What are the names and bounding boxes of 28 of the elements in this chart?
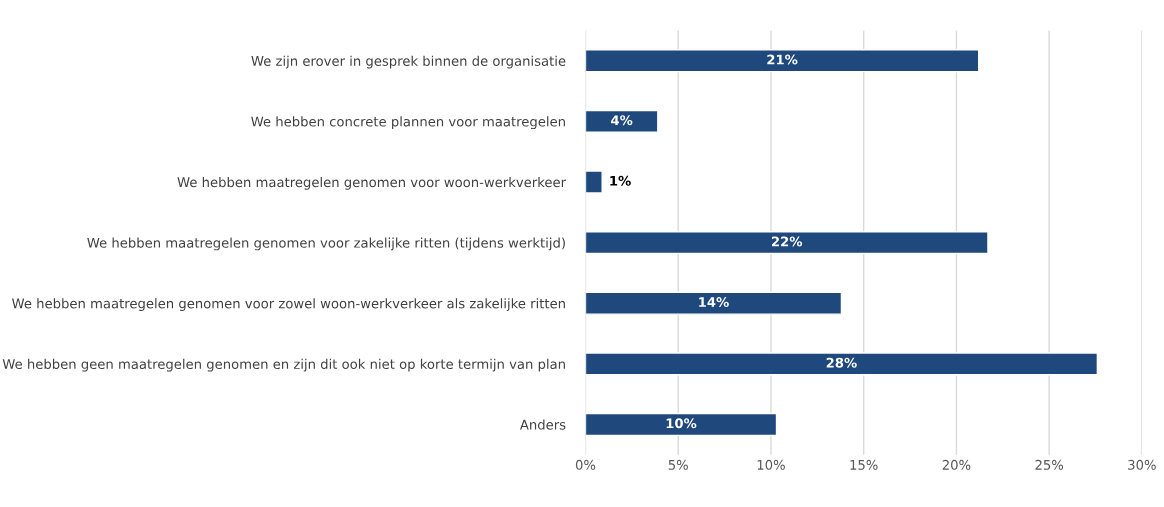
y-tick-label: We hebben maatregelen genomen voor zakelijke ritten (tijdens werktijd)	[87, 237, 565, 251]
bar	[585, 412, 778, 437]
y-tick-label: We hebben concrete plannen voor maatregelen	[251, 116, 565, 130]
x-tick-label: 10%	[757, 459, 785, 470]
bar	[585, 109, 659, 133]
data-label: 10%	[666, 418, 697, 429]
x-tick-label: 0%	[575, 459, 596, 470]
x-tick-label: 5%	[668, 459, 688, 470]
y-tick-label: We hebben geen maatregelen genomen en zijn dit ook niet op korte termijn van plan	[2, 358, 565, 372]
bar	[585, 49, 980, 73]
data-label: 22%	[771, 236, 803, 247]
y-tick-label: We hebben maatregelen genomen voor zowel woon-werkverkeer als zakelijke ritten	[12, 298, 565, 311]
bar	[585, 230, 989, 255]
data-label: 1%	[610, 175, 631, 186]
data-label: 21%	[767, 54, 798, 65]
x-tick-label: 15%	[850, 459, 878, 470]
y-tick-label: Anders	[519, 419, 566, 430]
y-tick-label: We zijn erover in gesprek binnen de organisatie	[251, 55, 566, 69]
bar	[585, 170, 603, 194]
data-label: 14%	[699, 297, 729, 308]
bar	[585, 291, 843, 315]
x-tick-label: 20%	[942, 459, 971, 470]
bar	[585, 352, 1099, 376]
data-label: 4%	[611, 115, 633, 126]
x-tick-label: 30%	[1128, 459, 1156, 470]
x-tick-label: 25%	[1035, 459, 1064, 470]
y-tick-label: We hebben maatregelen genomen voor woon-werkverkeer	[177, 176, 567, 190]
data-label: 28%	[826, 357, 857, 368]
